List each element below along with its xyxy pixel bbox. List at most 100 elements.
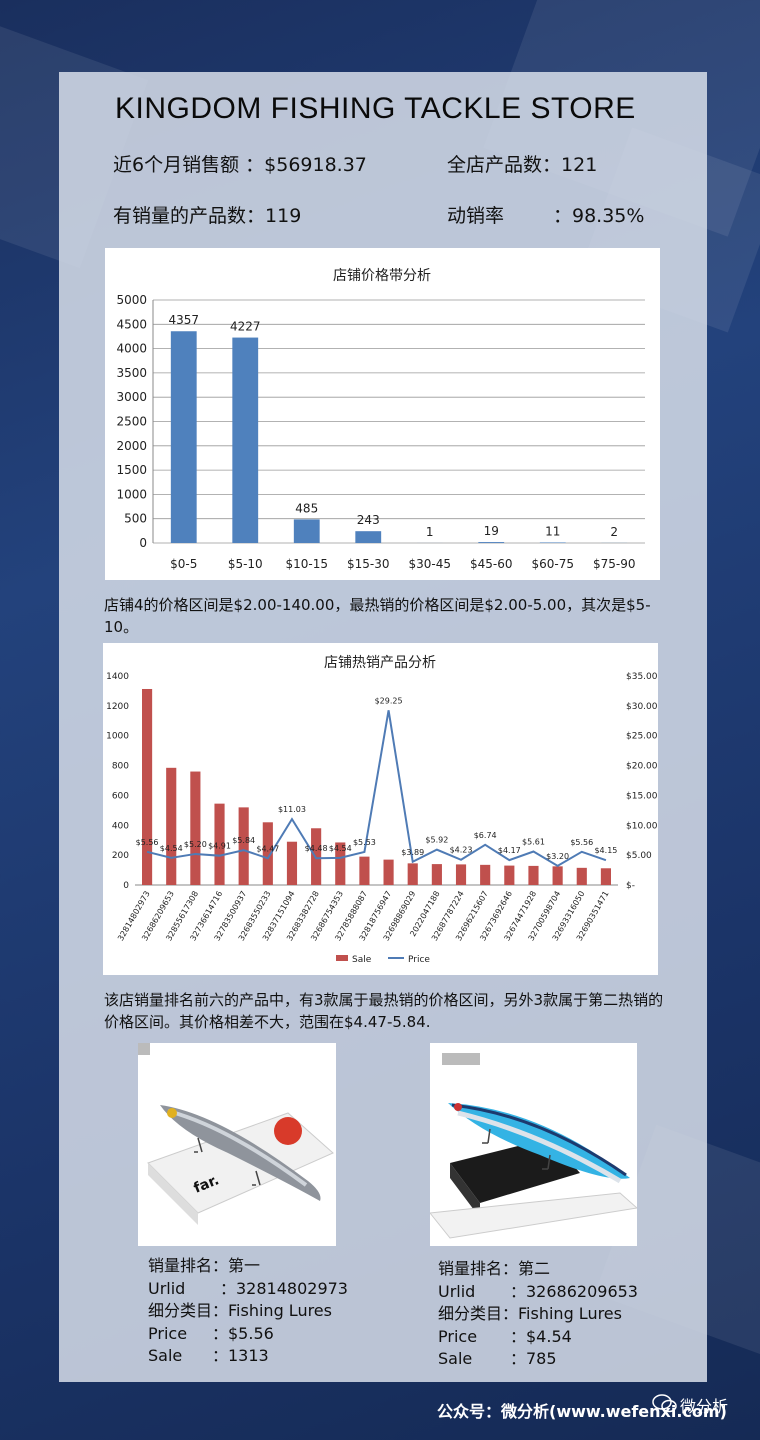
y-right-tick-label: $5.00	[626, 851, 652, 861]
y-left-tick-label: 600	[112, 791, 129, 801]
price-data-label: $4.91	[208, 842, 231, 851]
sale-bar	[335, 842, 346, 885]
price-data-label: $5.84	[232, 836, 255, 845]
rank-value: ：第二	[502, 1259, 551, 1278]
price-data-label: $4.15	[594, 846, 617, 855]
category-value: ：Fishing Lures	[502, 1304, 622, 1323]
product-2-rank: 销量排名 ：第二	[438, 1258, 638, 1281]
sale-bar	[286, 841, 298, 885]
stat-sell-through-label: 动销率	[447, 205, 505, 227]
price-data-label: $5.61	[522, 838, 545, 847]
y-tick-label: 1000	[116, 487, 147, 501]
hot-products-chart: 店铺热销产品分析 0 200 400 600 800 1000 1200 1400 $- $5.00…	[103, 643, 658, 975]
data-label: 243	[357, 513, 380, 527]
price-data-label: $5.92	[425, 836, 448, 845]
product-1-category: 细分类目 ：Fishing Lures	[148, 1300, 348, 1323]
y-right-tick-label: $20.00	[626, 762, 658, 772]
y-right-tick-label: $25.00	[626, 732, 658, 742]
price-data-label: $11.03	[278, 805, 306, 814]
price-data-label: $6.74	[474, 831, 497, 840]
y-right-tick-label: $15.00	[626, 791, 658, 801]
price-label: Price	[438, 1326, 478, 1346]
y-left-tick-label: 200	[112, 851, 129, 861]
y-left-tick-label: 1200	[106, 702, 129, 712]
sale-bar	[238, 807, 249, 885]
y-right-tick-label: $30.00	[626, 702, 658, 712]
data-label: 2	[610, 525, 618, 539]
y-left-tick-label: 800	[112, 762, 129, 772]
data-label: 1	[426, 525, 434, 539]
y-left-tick-label: 1400	[106, 672, 129, 682]
rank-label: 销量排名	[438, 1259, 503, 1278]
page-title: KINGDOM FISHING TACKLE STORE	[115, 92, 636, 125]
urlid-label: Urlid	[438, 1281, 476, 1301]
product-1-image: far.	[138, 1043, 336, 1246]
bar	[539, 542, 566, 543]
product-2-image	[430, 1043, 637, 1246]
price-band-note: 店铺4的价格区间是$2.00-140.00，最热销的价格区间是$2.00-5.0…	[104, 596, 651, 636]
y-tick-label: 1500	[116, 463, 147, 477]
product-2-category: 细分类目 ：Fishing Lures	[438, 1303, 638, 1326]
urlid-value: ：32686209653	[510, 1281, 638, 1301]
y-tick-label: 4000	[116, 342, 147, 356]
chart-title: 店铺价格带分析	[333, 268, 431, 284]
data-label: 11	[545, 524, 560, 538]
price-data-label: $4.54	[160, 844, 183, 853]
sale-label: Sale	[438, 1349, 473, 1368]
product-2-urlid: Urlid ：32686209653	[438, 1281, 638, 1304]
wechat-icon	[652, 1394, 677, 1413]
sale-value: ：1313	[212, 1346, 269, 1365]
sale-bar	[383, 859, 394, 885]
sale-bar	[504, 865, 515, 885]
bar	[478, 542, 505, 543]
y-tick-label: 2000	[116, 439, 147, 453]
bar	[355, 531, 382, 543]
price-data-label: $4.54	[329, 844, 352, 853]
sale-bar	[214, 803, 225, 885]
watermark-text: 微分析	[680, 1397, 729, 1416]
x-tick-label: $60-75	[531, 557, 574, 571]
stat-sell-through: 动销率 ：98.35%	[447, 201, 644, 228]
stat-selling-products-label: 有销量的产品数	[113, 205, 247, 227]
y-left-tick-label: 0	[123, 881, 129, 891]
sale-bar	[359, 856, 370, 885]
stat-sales: 近6个月销售额 ：$56918.37	[113, 150, 367, 177]
x-tick-label: $15-30	[347, 557, 390, 571]
bar	[232, 337, 259, 543]
y-tick-label: 500	[124, 512, 147, 526]
price-data-label: $3.20	[546, 852, 569, 861]
x-tick-label: $30-45	[408, 557, 451, 571]
y-tick-label: 2500	[116, 415, 147, 429]
stat-product-count-value: ：121	[542, 154, 598, 176]
data-label: 4357	[168, 313, 199, 327]
hot-products-chart-svg: 店铺热销产品分析 0 200 400 600 800 1000 1200 1400 $- $5.00…	[106, 655, 658, 965]
data-label: 19	[484, 524, 499, 538]
stat-product-count: 全店产品数：121	[447, 150, 597, 177]
bar	[170, 331, 197, 543]
x-tick-label: $5-10	[228, 557, 263, 571]
data-label: 485	[295, 501, 318, 515]
product-2-sale: Sale ：785	[438, 1348, 638, 1371]
product-1-urlid: Urlid ：32814802973	[148, 1278, 348, 1301]
y-right-tick-label: $10.00	[626, 821, 658, 831]
stat-sales-label: 近6个月销售额	[113, 154, 246, 176]
category-value: ：Fishing Lures	[212, 1301, 332, 1320]
bar	[293, 519, 320, 543]
product-1-sale: Sale ：1313	[148, 1345, 348, 1368]
x-tick-label: $0-5	[170, 557, 197, 571]
price-data-label: $29.25	[375, 696, 403, 705]
sale-bar	[455, 864, 467, 885]
product-1-info: 销量排名 ：第一 Urlid ：32814802973 细分类目 ：Fishing L…	[148, 1255, 348, 1368]
hot-products-note: 该店销量排名前六的产品中，有3款属于最热销的价格区间，另外3款属于第二热销的价格…	[104, 991, 664, 1031]
sale-bar	[600, 868, 611, 885]
sale-bar	[166, 767, 177, 885]
stat-selling-products-value: ：119	[246, 205, 302, 227]
sale-bar	[262, 822, 273, 885]
x-tick-label: $45-60	[470, 557, 513, 571]
price-line	[146, 710, 607, 868]
y-right-tick-label: $35.00	[626, 672, 658, 682]
price-band-chart-svg: 店铺价格带分析 0 500 1000 1500 2000 2500 3000 3500 4000 4…	[116, 268, 645, 571]
rank-label: 销量排名	[148, 1256, 213, 1275]
y-tick-label: 3500	[116, 366, 147, 380]
product-1-price: Price ：$5.56	[148, 1323, 348, 1346]
